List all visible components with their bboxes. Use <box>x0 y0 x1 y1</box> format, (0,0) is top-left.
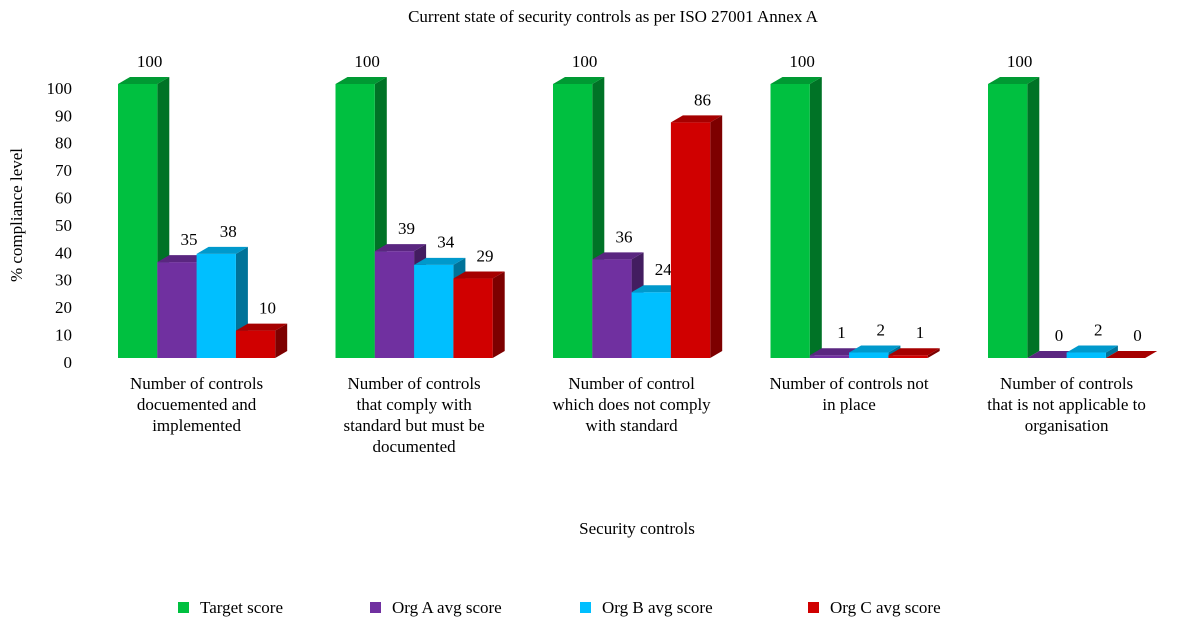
bar <box>631 292 671 358</box>
bar <box>592 259 632 358</box>
y-tick-label: 30 <box>55 271 72 290</box>
value-label: 35 <box>180 230 197 249</box>
value-label: 29 <box>477 246 494 265</box>
bar-top <box>196 246 248 254</box>
bar <box>157 262 197 358</box>
bar-top <box>809 348 862 356</box>
bar-top <box>631 285 683 293</box>
bar-top <box>1105 351 1158 358</box>
bar <box>809 355 850 358</box>
bar-top <box>592 252 644 260</box>
legend-swatch <box>370 602 381 613</box>
x-tick-label: Number of controls that comply with stan… <box>343 374 485 456</box>
bar <box>453 278 493 358</box>
bar-top <box>1066 345 1118 353</box>
value-label: 1 <box>837 323 846 342</box>
legend-label: Org C avg score <box>830 598 941 617</box>
value-label: 100 <box>1007 52 1033 71</box>
bar <box>374 251 415 358</box>
bar-side <box>275 323 288 358</box>
bar-top <box>988 77 1040 84</box>
bar <box>335 84 375 358</box>
value-label: 86 <box>694 90 711 109</box>
x-axis-title: Security controls <box>579 519 695 538</box>
bar <box>888 355 928 358</box>
y-tick-label: 80 <box>55 134 72 153</box>
bar-top <box>335 77 387 84</box>
bar-side <box>1105 345 1118 358</box>
bar-top <box>235 323 288 331</box>
y-tick-label: 50 <box>55 216 72 235</box>
bar-top <box>670 115 723 123</box>
legend-label: Org A avg score <box>392 598 502 617</box>
bar-side <box>1027 77 1040 358</box>
bar <box>414 264 454 358</box>
bar <box>235 330 276 358</box>
value-label: 10 <box>259 299 276 318</box>
value-label: 100 <box>572 52 598 71</box>
bar-top <box>849 345 901 353</box>
y-tick-label: 0 <box>64 353 73 372</box>
bar-top <box>1027 351 1079 358</box>
x-tick-label: Number of controls that is not applicabl… <box>987 374 1146 435</box>
x-tick-label: Number of controls docuemented and imple… <box>130 374 264 435</box>
legend-swatch <box>178 602 189 613</box>
value-label: 0 <box>1133 326 1142 345</box>
value-label: 36 <box>615 227 632 246</box>
bar <box>553 84 593 358</box>
y-tick-label: 70 <box>55 161 72 180</box>
y-tick-label: 60 <box>55 189 72 208</box>
legend-swatch <box>808 602 819 613</box>
bar-side <box>809 77 822 358</box>
value-label: 39 <box>398 219 415 238</box>
y-axis-title: % compliance level <box>7 148 26 282</box>
legend-swatch <box>580 602 591 613</box>
bar-top <box>453 271 505 279</box>
bar-top <box>118 77 170 84</box>
y-tick-label: 40 <box>55 243 72 262</box>
bar-top <box>888 348 940 356</box>
value-label: 2 <box>877 320 886 339</box>
bar <box>118 84 158 358</box>
value-label: 100 <box>789 52 815 71</box>
bar-top <box>157 255 209 263</box>
value-label: 34 <box>437 233 455 252</box>
bar-top <box>770 77 822 84</box>
value-label: 2 <box>1094 320 1103 339</box>
legend-label: Org B avg score <box>602 598 713 617</box>
value-label: 38 <box>220 222 237 241</box>
bar-top <box>553 77 605 84</box>
value-label: 100 <box>354 52 380 71</box>
bar <box>988 84 1028 358</box>
x-tick-label: Number of control which does not comply … <box>552 374 711 435</box>
bar <box>1066 352 1106 358</box>
y-tick-label: 90 <box>55 106 72 125</box>
legend-label: Target score <box>200 598 283 617</box>
y-tick-label: 20 <box>55 298 72 317</box>
value-label: 0 <box>1055 326 1064 345</box>
bar-top <box>414 257 466 265</box>
bar-side <box>710 115 723 358</box>
bar <box>670 122 711 358</box>
y-tick-label: 10 <box>55 326 72 345</box>
bar-side <box>492 271 505 358</box>
bar <box>770 84 810 358</box>
bar-top <box>374 244 427 252</box>
y-tick-label: 100 <box>47 79 73 98</box>
chart-title: Current state of security controls as pe… <box>408 7 819 26</box>
bar <box>849 352 889 358</box>
bar-side <box>927 348 940 358</box>
bar <box>196 253 236 358</box>
x-tick-label: Number of controls not in place <box>769 374 929 414</box>
value-label: 24 <box>655 260 673 279</box>
value-label: 1 <box>916 323 925 342</box>
value-label: 100 <box>137 52 163 71</box>
